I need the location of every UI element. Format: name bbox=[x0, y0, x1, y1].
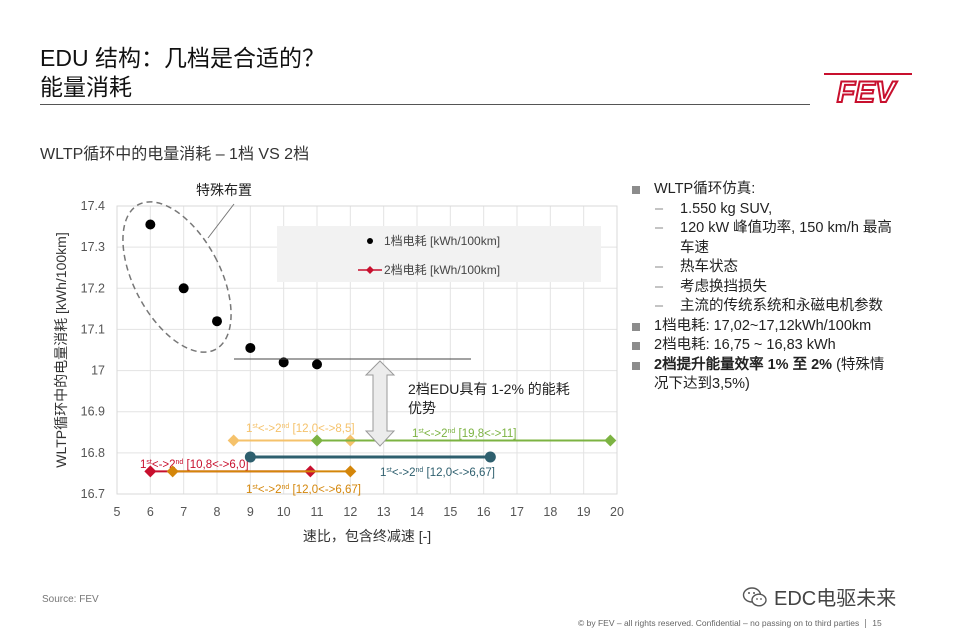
sub-bullet-motor: 主流的传统系统和永磁电机参数 bbox=[630, 297, 930, 317]
range-4: 1st<->2nd [19,8<->11] bbox=[311, 428, 617, 447]
page-title: EDU 结构：几档是合适的？ 能量消耗 bbox=[40, 44, 325, 102]
x-tick-label: 7 bbox=[180, 505, 187, 519]
x-tick-labels: 5 6 7 8 9 10 11 12 13 14 15 16 17 18 19 20 bbox=[114, 505, 624, 519]
x-axis-label: 速比，包含终减速 [-] bbox=[303, 528, 431, 544]
title-line-1: EDU 结构：几档是合适的？ bbox=[40, 45, 325, 71]
x-tick-label: 18 bbox=[543, 505, 557, 519]
benefit-arrow bbox=[364, 360, 396, 447]
x-tick-label: 14 bbox=[410, 505, 424, 519]
benefit-annotation-line2: 优势 bbox=[408, 400, 436, 416]
y-tick-label: 17.1 bbox=[81, 322, 105, 336]
gear1-point bbox=[178, 283, 189, 294]
y-tick-labels: 16.7 16.8 16.9 17 17.1 17.2 17.3 17.4 bbox=[81, 199, 105, 501]
gear1-point bbox=[145, 219, 156, 230]
range-label: 1st<->2nd [12,0<->6,67] bbox=[246, 484, 361, 496]
sub-bullet-warm: 热车状态 bbox=[630, 258, 930, 278]
x-tick-label: 13 bbox=[377, 505, 391, 519]
sub-bullet-vehicle: 1.550 kg SUV, bbox=[630, 200, 930, 220]
x-tick-label: 20 bbox=[610, 505, 624, 519]
gear-ratio-ranges: 1st<->2nd [10,8<->6,0] 1st<->2nd [12,0<->… bbox=[140, 423, 617, 496]
benefit-annotation-line1: 2档EDU具有 1-2% 的能耗 bbox=[408, 381, 570, 397]
range-label: 1st<->2nd [19,8<->11] bbox=[412, 428, 517, 440]
y-tick-label: 17.2 bbox=[81, 281, 105, 295]
source-note: Source: FEV bbox=[42, 594, 99, 605]
legend-marker-gear2 bbox=[366, 266, 374, 274]
y-tick-label: 16.9 bbox=[81, 405, 105, 419]
gear1-point bbox=[245, 342, 256, 353]
gear1-point bbox=[212, 316, 222, 327]
x-tick-label: 12 bbox=[343, 505, 357, 519]
bullet-simulation: WLTP循环仿真: bbox=[630, 180, 930, 200]
range-label: 1st<->2nd [12,0<->6,67] bbox=[380, 467, 495, 479]
special-annotation-ellipse bbox=[122, 201, 232, 353]
summary-bullets: WLTP循环仿真: 1.550 kg SUV, 120 kW 峰值功率, 150… bbox=[630, 180, 930, 395]
watermark-text: EDC电驱未来 bbox=[774, 588, 897, 610]
header-divider bbox=[40, 104, 810, 105]
svg-text:FEV: FEV bbox=[837, 76, 898, 106]
gear1-point bbox=[278, 357, 289, 368]
x-tick-label: 19 bbox=[577, 505, 591, 519]
gear1-points bbox=[145, 219, 322, 370]
legend-label-gear1: 1档电耗 [kWh/100km] bbox=[384, 234, 500, 248]
range-5: 1st<->2nd [12,0<->6,67] bbox=[244, 451, 496, 479]
footer-copyright: © by FEV – all rights reserved. Confiden… bbox=[578, 618, 860, 628]
x-tick-label: 17 bbox=[510, 505, 524, 519]
fev-logo: FEV bbox=[824, 73, 912, 106]
x-tick-label: 10 bbox=[277, 505, 291, 519]
legend-marker-gear1 bbox=[367, 238, 373, 244]
x-tick-label: 11 bbox=[311, 505, 324, 519]
x-tick-label: 15 bbox=[443, 505, 457, 519]
y-tick-label: 17.4 bbox=[81, 199, 105, 213]
y-tick-label: 16.7 bbox=[81, 487, 105, 501]
special-annotation-pointer bbox=[207, 203, 235, 239]
range-2: 1st<->2nd [12,0<->6,67] bbox=[166, 465, 361, 496]
range-end-marker bbox=[484, 451, 496, 463]
y-axis-label: WLTP循环中的电量消耗 [kWh/100km] bbox=[53, 232, 69, 467]
x-tick-label: 16 bbox=[477, 505, 491, 519]
range-3: 1st<->2nd [12,0<->8,5] bbox=[227, 423, 357, 447]
plot-frame bbox=[116, 205, 618, 495]
wechat-icon bbox=[742, 586, 767, 607]
gear1-point bbox=[312, 359, 322, 370]
bullet-efficiency: 2档提升能量效率 1% 至 2% (特殊情 况下达到3,5%) bbox=[630, 356, 930, 395]
range-label: 1st<->2nd [12,0<->8,5] bbox=[246, 423, 355, 435]
range-end-marker bbox=[144, 465, 157, 478]
legend-label-gear2: 2档电耗 [kWh/100km] bbox=[384, 263, 500, 277]
sub-bullet-shift-loss: 考虑换挡损失 bbox=[630, 278, 930, 298]
x-tick-label: 6 bbox=[147, 505, 154, 519]
range-1: 1st<->2nd [10,8<->6,0] bbox=[140, 459, 317, 478]
range-end-marker bbox=[244, 451, 256, 463]
y-tick-label: 17 bbox=[91, 364, 105, 378]
bullet-gear2: 2档电耗: 16,75 ~ 16,83 kWh bbox=[630, 336, 930, 356]
y-tick-label: 16.8 bbox=[81, 446, 105, 460]
page-number: 15 bbox=[872, 618, 882, 628]
chart-subtitle: WLTP循环中的电量消耗 – 1档 VS 2档 bbox=[40, 146, 310, 163]
title-line-2: 能量消耗 bbox=[40, 74, 132, 100]
bullet-gear1: 1档电耗: 17,02~17,12kWh/100km bbox=[630, 317, 930, 337]
range-end-marker bbox=[166, 465, 179, 478]
x-tick-label: 9 bbox=[247, 505, 254, 519]
range-end-marker bbox=[311, 434, 323, 447]
special-annotation-label: 特殊布置 bbox=[196, 182, 252, 198]
x-tick-label: 8 bbox=[214, 505, 221, 519]
x-tick-label: 5 bbox=[114, 505, 121, 519]
footer: © by FEV – all rights reserved. Confiden… bbox=[578, 618, 882, 629]
range-end-marker bbox=[227, 434, 240, 447]
range-end-marker bbox=[344, 465, 357, 478]
legend-box bbox=[277, 226, 601, 282]
range-end-marker bbox=[604, 434, 617, 447]
y-tick-label: 17.3 bbox=[81, 240, 105, 254]
range-label: 1st<->2nd [10,8<->6,0] bbox=[140, 459, 249, 471]
watermark: EDC电驱未来 bbox=[742, 582, 896, 611]
